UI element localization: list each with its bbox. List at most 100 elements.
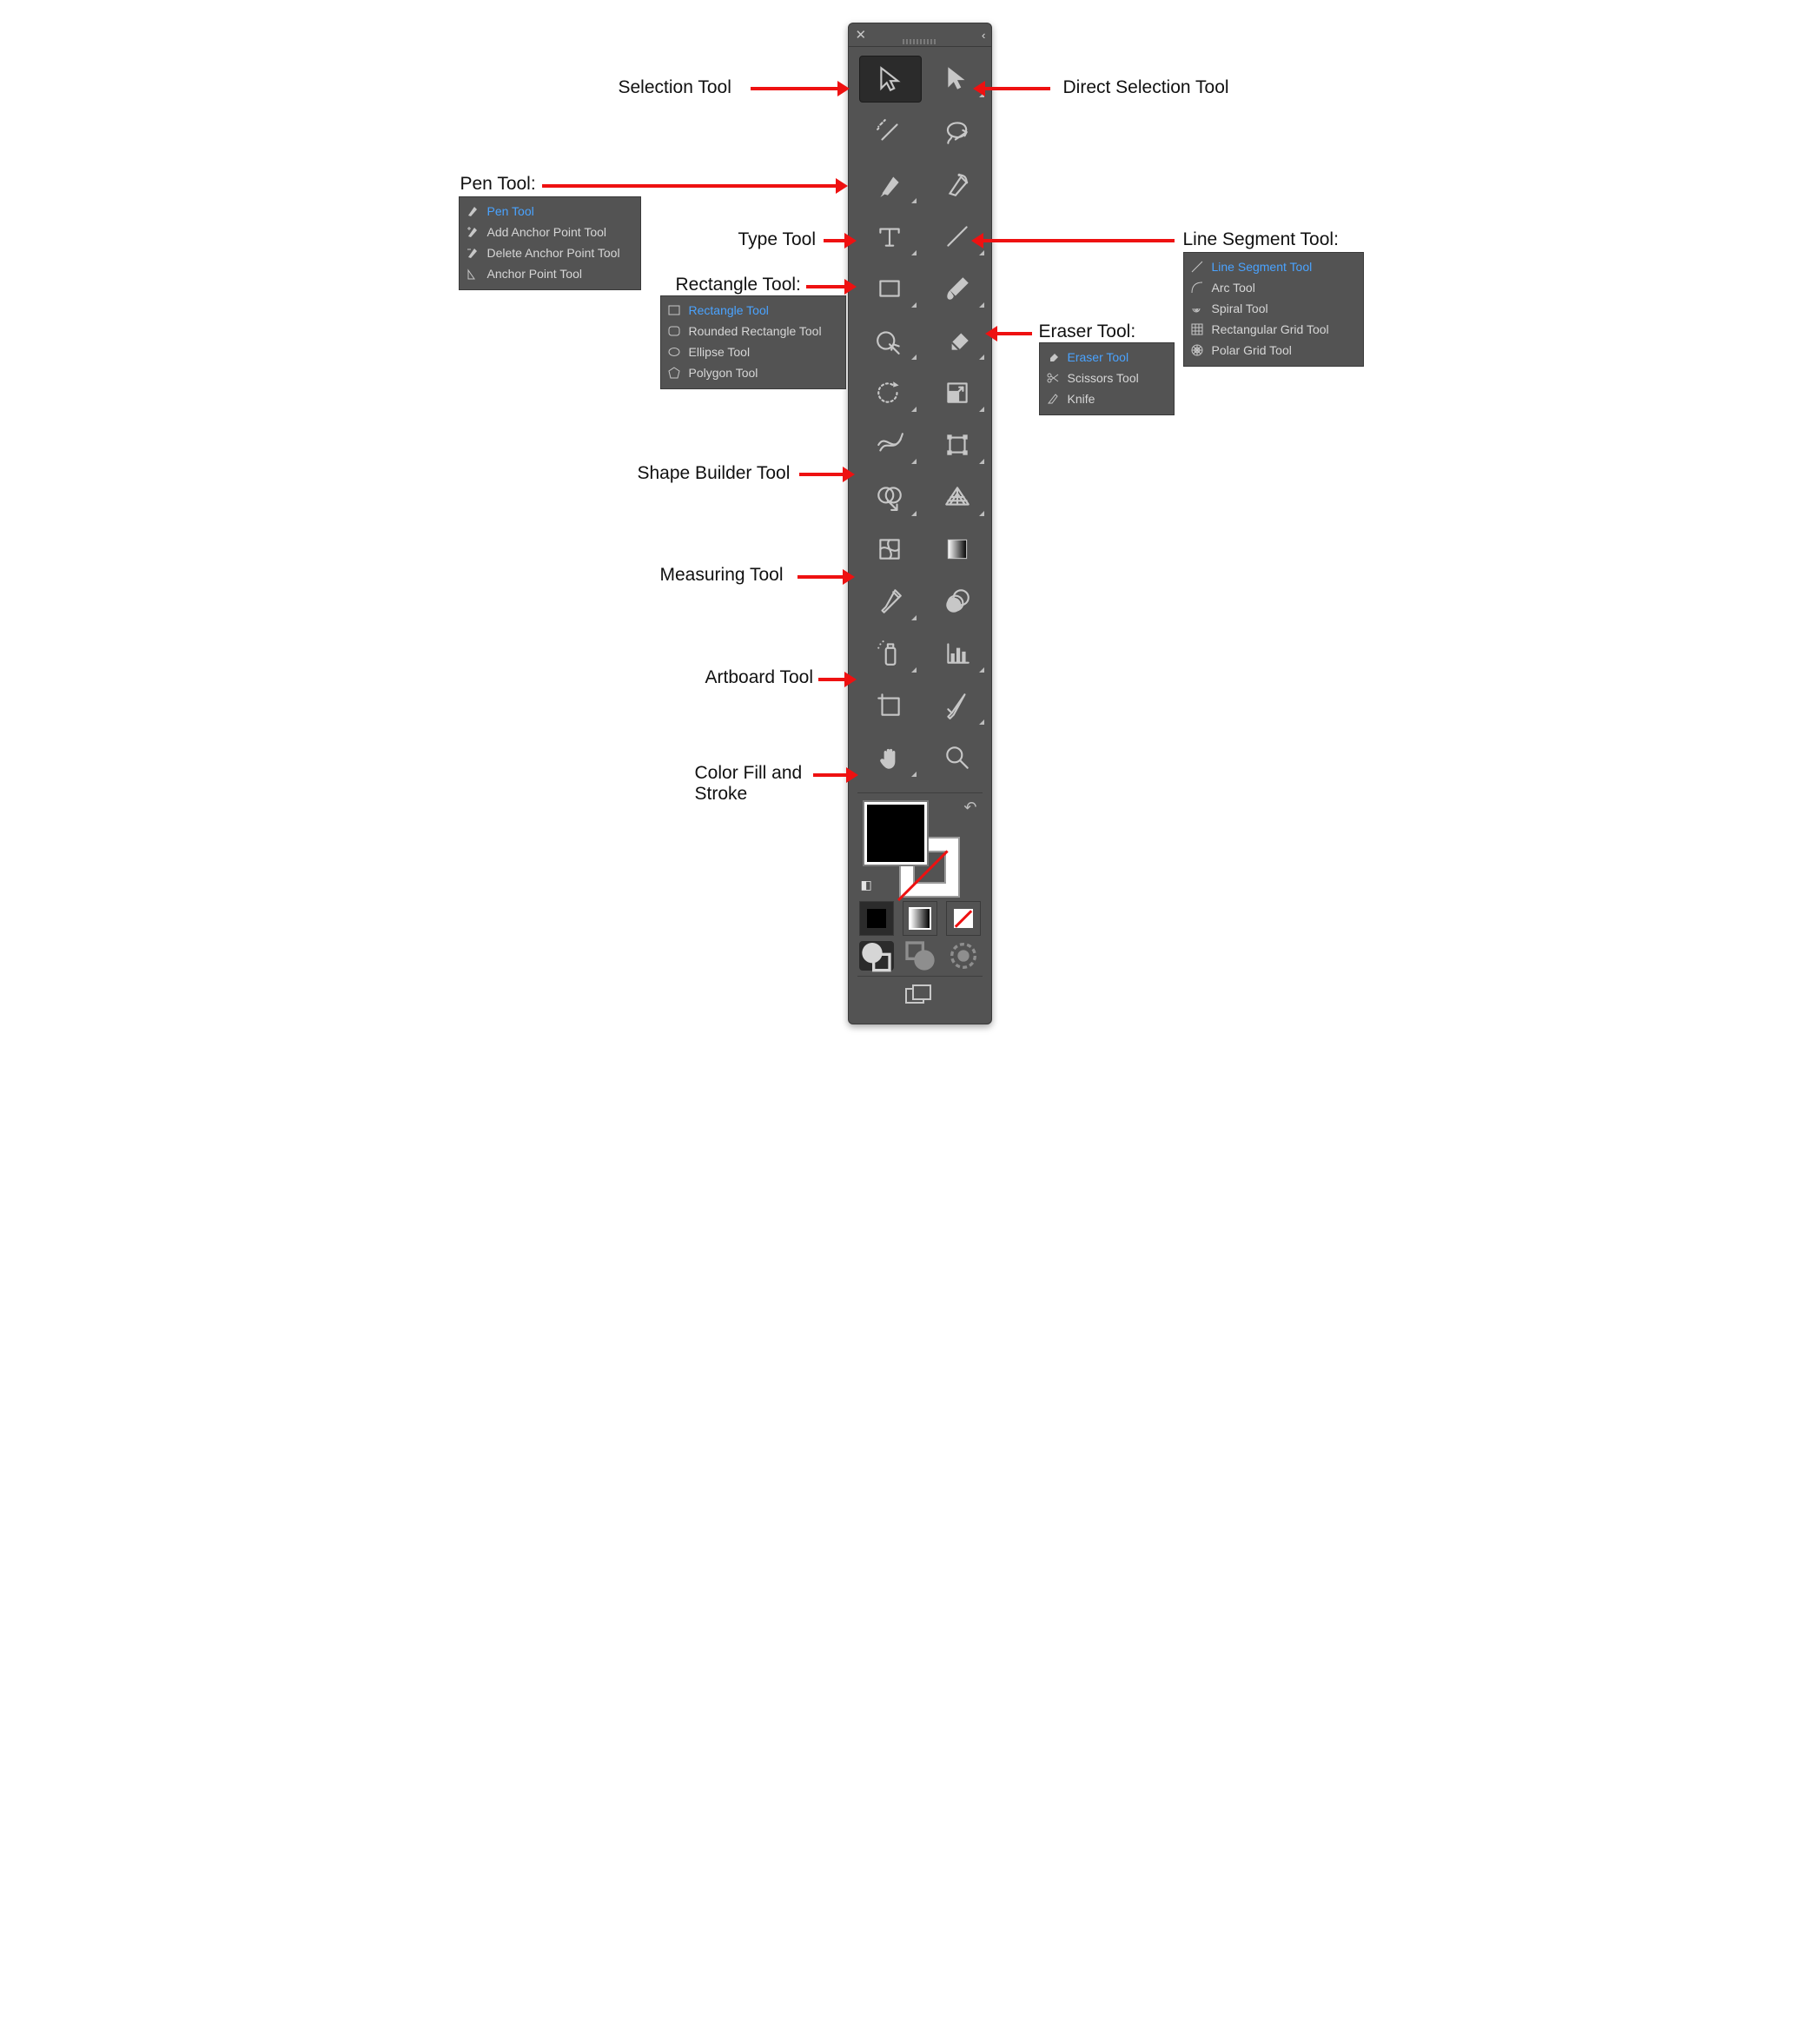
arrow: [813, 773, 846, 777]
flyout-item[interactable]: Add Anchor Point Tool: [465, 222, 633, 242]
selection-tool[interactable]: [859, 56, 922, 103]
flyout-indicator-icon: [979, 407, 984, 412]
flyout-item-label: Pen Tool: [487, 204, 534, 218]
flyout-item-icon: [666, 302, 682, 318]
flyout-item[interactable]: Eraser Tool: [1045, 347, 1167, 368]
flyout-item-icon: [1189, 342, 1205, 358]
flyout-item[interactable]: Anchor Point Tool: [465, 263, 633, 284]
flyout-item-label: Line Segment Tool: [1212, 260, 1313, 274]
label-measuring: Measuring Tool: [660, 565, 784, 586]
color-mode-solid[interactable]: [859, 901, 894, 936]
default-fill-stroke-icon[interactable]: ◧: [861, 878, 872, 892]
fill-swatch[interactable]: [864, 802, 927, 865]
flyout-indicator-icon: [979, 511, 984, 516]
draw-normal[interactable]: [859, 941, 894, 971]
column-graph-tool[interactable]: [927, 631, 988, 676]
flyout-item-icon: [465, 245, 480, 261]
label-shape-builder: Shape Builder Tool: [638, 463, 791, 484]
curvature-tool[interactable]: [927, 162, 988, 207]
screen-mode[interactable]: [849, 984, 991, 1006]
flyout-item-icon: [1189, 280, 1205, 295]
color-mode-gradient[interactable]: [903, 901, 937, 936]
grip-icon[interactable]: [903, 39, 937, 44]
flyout-rectangle: Rectangle Tool Rounded Rectangle ToolElli…: [660, 295, 846, 389]
arrow: [542, 184, 836, 188]
label-selection: Selection Tool: [619, 77, 731, 98]
scale-tool[interactable]: [927, 370, 988, 415]
color-mode-none[interactable]: [946, 901, 981, 936]
flyout-item[interactable]: Polar Grid Tool: [1189, 340, 1356, 361]
flyout-item-label: Arc Tool: [1212, 281, 1255, 295]
paintbrush-tool[interactable]: [927, 266, 988, 311]
flyout-item-icon: [465, 203, 480, 219]
lasso-tool[interactable]: [927, 109, 988, 155]
hand-tool[interactable]: [859, 735, 920, 780]
flyout-indicator-icon: [911, 615, 917, 620]
eyedropper-tool[interactable]: [859, 579, 920, 624]
flyout-item-label: Rectangle Tool: [689, 303, 769, 317]
flyout-item-icon: [1045, 370, 1061, 386]
flyout-item[interactable]: Rounded Rectangle Tool: [666, 321, 838, 341]
flyout-indicator-icon: [979, 302, 984, 308]
slice-tool[interactable]: [927, 683, 988, 728]
arrow: [985, 87, 1050, 90]
gradient-tool[interactable]: [927, 527, 988, 572]
free-transform-tool[interactable]: [927, 422, 988, 467]
magic-wand-tool[interactable]: [859, 109, 920, 155]
flyout-item[interactable]: Knife: [1045, 388, 1167, 409]
panel-header: ✕ ‹‹: [849, 23, 991, 47]
arrow: [824, 239, 844, 242]
symbol-sprayer-tool[interactable]: [859, 631, 920, 676]
width-tool[interactable]: [859, 422, 920, 467]
flyout-item[interactable]: Polygon Tool: [666, 362, 838, 383]
mesh-tool[interactable]: [859, 527, 920, 572]
arrow: [997, 332, 1032, 335]
flyout-item-icon: [465, 224, 480, 240]
collapse-icon[interactable]: ‹‹: [982, 29, 983, 42]
flyout-item[interactable]: Delete Anchor Point Tool: [465, 242, 633, 263]
tools-panel: ✕ ‹‹ ↶ ◧: [848, 23, 992, 1024]
flyout-item-label: Polygon Tool: [689, 366, 758, 380]
flyout-item[interactable]: Scissors Tool: [1045, 368, 1167, 388]
close-icon[interactable]: ✕: [856, 29, 867, 42]
pen-tool[interactable]: [859, 162, 920, 207]
flyout-item[interactable]: Arc Tool: [1189, 277, 1356, 298]
flyout-item[interactable]: Rectangle Tool: [666, 300, 838, 321]
flyout-item-label: Add Anchor Point Tool: [487, 225, 607, 239]
shaper-tool[interactable]: [859, 318, 920, 363]
flyout-item[interactable]: Pen Tool: [465, 201, 633, 222]
flyout-indicator-icon: [911, 407, 917, 412]
flyout-indicator-icon: [911, 302, 917, 308]
flyout-item[interactable]: Rectangular Grid Tool: [1189, 319, 1356, 340]
flyout-item-icon: [1189, 259, 1205, 275]
perspective-grid-tool[interactable]: [927, 474, 988, 520]
flyout-item-icon: [666, 344, 682, 360]
flyout-item[interactable]: Ellipse Tool: [666, 341, 838, 362]
arrow: [818, 678, 844, 681]
flyout-item-label: Eraser Tool: [1068, 350, 1129, 364]
swap-fill-stroke-icon[interactable]: ↶: [963, 799, 976, 817]
flyout-indicator-icon: [911, 459, 917, 464]
rectangle-tool[interactable]: [859, 266, 920, 311]
blend-tool[interactable]: [927, 579, 988, 624]
flyout-pen: Pen Tool Add Anchor Point Tool Delete Anch…: [459, 196, 641, 290]
zoom-tool[interactable]: [927, 735, 988, 780]
eraser-tool[interactable]: [927, 318, 988, 363]
arrow: [806, 285, 844, 288]
label-direct-selection: Direct Selection Tool: [1063, 77, 1229, 98]
flyout-item-label: Scissors Tool: [1068, 371, 1139, 385]
color-mode-row: [849, 901, 991, 936]
shape-builder-tool[interactable]: [859, 474, 920, 520]
draw-behind[interactable]: [903, 941, 937, 971]
label-rectangle: Rectangle Tool:: [676, 275, 801, 295]
flyout-item-label: Spiral Tool: [1212, 302, 1268, 315]
flyout-item[interactable]: Line Segment Tool: [1189, 256, 1356, 277]
flyout-indicator-icon: [979, 719, 984, 725]
rotate-tool[interactable]: [859, 370, 920, 415]
separator: [857, 976, 983, 977]
draw-inside[interactable]: [946, 941, 981, 971]
type-tool[interactable]: [859, 214, 920, 259]
artboard-tool[interactable]: [859, 683, 920, 728]
flyout-indicator-icon: [911, 772, 917, 777]
flyout-item[interactable]: Spiral Tool: [1189, 298, 1356, 319]
